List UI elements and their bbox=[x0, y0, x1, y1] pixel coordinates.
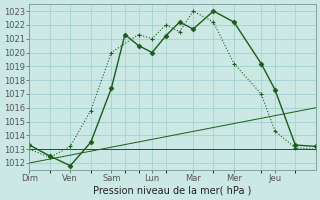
X-axis label: Pression niveau de la mer( hPa ): Pression niveau de la mer( hPa ) bbox=[93, 186, 252, 196]
